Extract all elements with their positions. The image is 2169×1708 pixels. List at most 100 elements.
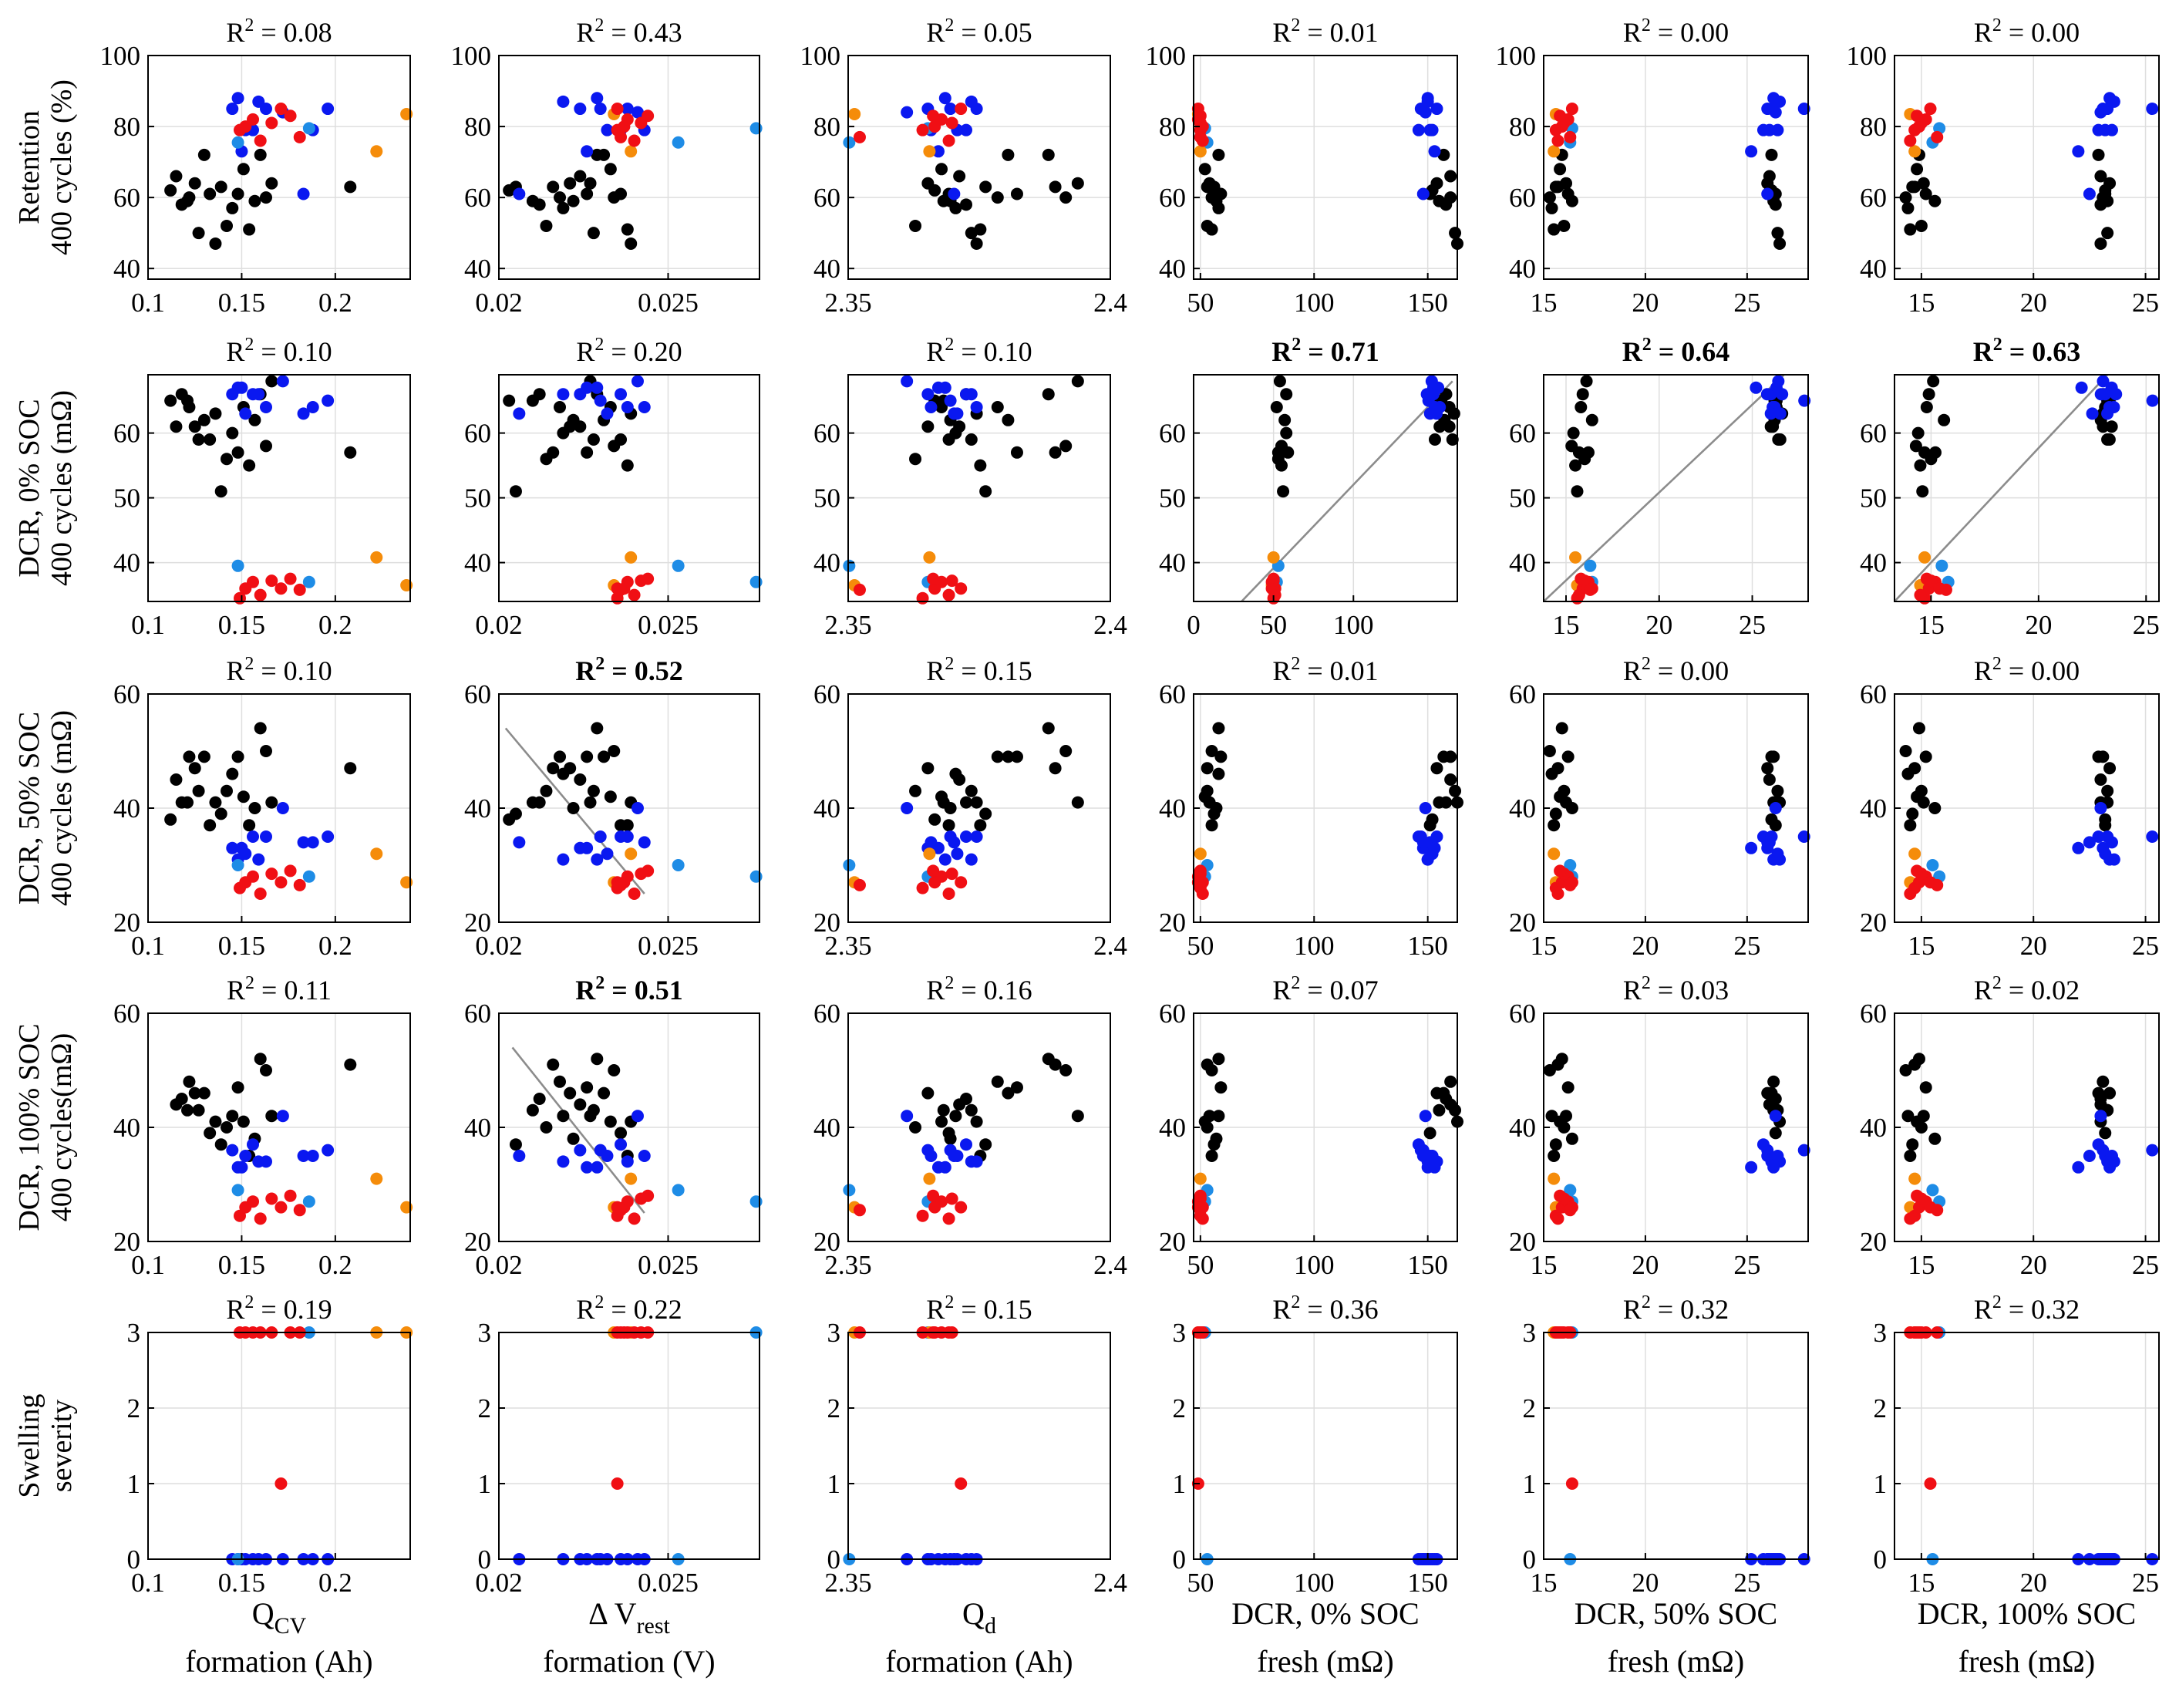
- panel-r2-c6-point-red: [1939, 583, 1952, 596]
- panel-r1-c1-point-black: [188, 177, 201, 190]
- panel-r4-c5-xtick-label: 15: [1531, 1250, 1558, 1280]
- panel-r4-c2-point-blue: [631, 1110, 644, 1123]
- panel-r3-c1-point-black: [344, 762, 357, 775]
- panel-r3-c1-point-black: [164, 813, 177, 826]
- panel-r1-c6-point-black: [2092, 148, 2105, 161]
- panel-r2-c1-point-black: [221, 453, 233, 466]
- panel-r4-c3-point-black: [937, 1103, 950, 1117]
- panel-r3-c1-point-blue: [276, 802, 289, 814]
- panel-r4-c2-point-blue: [638, 1150, 651, 1162]
- panel-r3-c2-point-blue: [621, 830, 634, 843]
- panel-r5-c4-ytick-label: 0: [1173, 1545, 1187, 1575]
- panel-r2-c3-point-black: [921, 420, 935, 433]
- panel-r5-c5-ytick-label: 2: [1523, 1393, 1537, 1423]
- panel-r3-c2-ytick-label: 60: [464, 679, 491, 709]
- panel-r1-c1-point-lightblue: [231, 136, 244, 149]
- panel-r1-c3-point-blue: [938, 92, 951, 105]
- panel-r1-c4-point-blue: [1416, 187, 1430, 200]
- panel-r5-c1-xtick-label: 0.15: [218, 1568, 265, 1598]
- panel-r2-c3-point-black: [965, 433, 978, 446]
- panel-r1-c2-point-blue: [591, 92, 604, 105]
- panel-r1-c3-point-black: [1002, 148, 1015, 161]
- panel-r2-c4-point-blue: [1423, 407, 1436, 420]
- panel-r1-c2-point-black: [621, 223, 634, 236]
- panel-r3-c2-xtick-label: 0.02: [475, 931, 522, 961]
- panel-r4-c4-point-red: [1194, 1204, 1207, 1217]
- panel-r3-c3-r2-title: R2 = 0.15: [926, 654, 1032, 686]
- panel-r1-c1-point-black: [204, 187, 217, 200]
- panel-r3-c1-point-black: [197, 750, 211, 763]
- panel-r4-c2-point-black: [584, 1110, 597, 1123]
- panel-r1-c6-point-blue: [2092, 123, 2105, 136]
- panel-r2-c1-ytick-label: 60: [113, 419, 140, 449]
- panel-r2-c5-point-black: [1569, 459, 1582, 472]
- panel-r4-c2-r2-title: R2 = 0.51: [575, 973, 683, 1006]
- panel-r4-c1-point-blue: [239, 1150, 252, 1162]
- panel-r3-c1-point-red: [284, 864, 297, 878]
- panel-r4-c3-point-red: [853, 1204, 866, 1217]
- panel-r3-c3-point-black: [1059, 745, 1073, 757]
- panel-r4-c3-point-black: [1010, 1081, 1023, 1094]
- panel-r1-c3-point-red: [942, 134, 955, 147]
- panel-r5-c2-point-red: [611, 1477, 624, 1490]
- panel-r1-c3-point-black: [970, 237, 983, 250]
- panel-r4-c2-point-blue: [591, 1161, 604, 1174]
- panel-r2-c5-ytick-label: 40: [1509, 548, 1536, 578]
- panel-r1-c3-point-red: [955, 103, 968, 116]
- panel-r2-c6-point-black: [1928, 446, 1942, 459]
- panel-r2-c1-xtick-label: 0.15: [218, 610, 265, 640]
- panel-r3-c2-point-black: [587, 784, 600, 797]
- panel-r2-c5-point-red: [1584, 583, 1597, 596]
- panel-r1-c1-point-black: [260, 191, 272, 204]
- panel-r4-c4-point-black: [1210, 1132, 1223, 1145]
- panel-r5-c3-xtick-label: 2.35: [824, 1568, 871, 1598]
- panel-r1-c2-point-lightblue: [749, 122, 763, 135]
- panel-r3-c6-ytick-label: 60: [1860, 679, 1887, 709]
- panel-r3-c3-point-black: [1071, 796, 1084, 809]
- panel-r2-c1-xtick-label: 0.1: [131, 610, 165, 640]
- panel-r4-c1-point-lightblue: [231, 1184, 244, 1197]
- panel-r1-c1-point-black: [248, 194, 261, 207]
- panel-r1-c3-point-blue: [965, 95, 978, 108]
- panel-r3-c2-xtick-label: 0.025: [638, 931, 699, 961]
- panel-r3-c2-point-black: [557, 767, 570, 780]
- panel-r4-c2-ytick-label: 20: [464, 1227, 491, 1257]
- panel-r3-c5-xtick-label: 15: [1531, 931, 1558, 961]
- panel-r1-c3-point-black: [1010, 187, 1023, 200]
- panel-r1-c3-point-blue: [960, 123, 972, 136]
- panel-r1-c2-xtick-label: 0.025: [638, 288, 699, 318]
- panel-r2-c2-point-black: [557, 426, 570, 440]
- panel-r4-c2-point-black: [526, 1103, 539, 1117]
- panel-r4-c2-point-black: [557, 1110, 570, 1123]
- panel-r3-c3-point-black: [1002, 750, 1015, 763]
- panel-r3-c1-point-red: [265, 867, 278, 881]
- panel-r2-c2-point-black: [554, 401, 567, 413]
- panel-r3-c6-point-black: [1899, 745, 1912, 757]
- panel-r4-c5-point-black: [1765, 1086, 1778, 1100]
- panel-r3-c3-point-black: [970, 796, 983, 809]
- panel-r4-c5-point-black: [1560, 1110, 1573, 1123]
- panel-r2-c5-xtick-label: 25: [1739, 610, 1766, 640]
- panel-r3-c3-point-black: [991, 750, 1004, 763]
- panel-r3-c6-point-blue: [2146, 830, 2159, 843]
- panel-r3-c2-point-red: [615, 878, 628, 891]
- panel-r2-c1-point-black: [164, 394, 177, 407]
- panel-r1-c1-ytick-label: 100: [100, 41, 141, 71]
- panel-r1-c1-point-red: [284, 109, 297, 123]
- panel-r2-c6-point-blue: [2097, 375, 2110, 388]
- panel-r1-c2-point-black: [526, 194, 539, 207]
- panel-r4-c3-point-black: [935, 1115, 948, 1128]
- panel-r2-c2-point-black: [503, 394, 516, 407]
- panel-r5-c2-ytick-label: 1: [478, 1469, 492, 1499]
- panel-r4-c2-point-orange: [625, 1172, 638, 1185]
- panel-r1-c6-xtick-label: 15: [1908, 288, 1935, 318]
- panel-r4-c2-point-black: [547, 1058, 560, 1071]
- row-label-line2: 400 cycles (%): [45, 79, 78, 255]
- panel-r2-c6-point-lightblue: [1935, 559, 1948, 572]
- panel-r3-c2-point-black: [621, 819, 634, 832]
- panel-r4-c5-point-blue: [1745, 1161, 1758, 1174]
- panel-r3-c4-point-blue: [1416, 836, 1430, 849]
- panel-r4-c5-point-blue: [1761, 1150, 1774, 1162]
- panel-r3-c1-xtick-label: 0.2: [318, 931, 352, 961]
- panel-r4-c1-frame: [147, 1012, 411, 1242]
